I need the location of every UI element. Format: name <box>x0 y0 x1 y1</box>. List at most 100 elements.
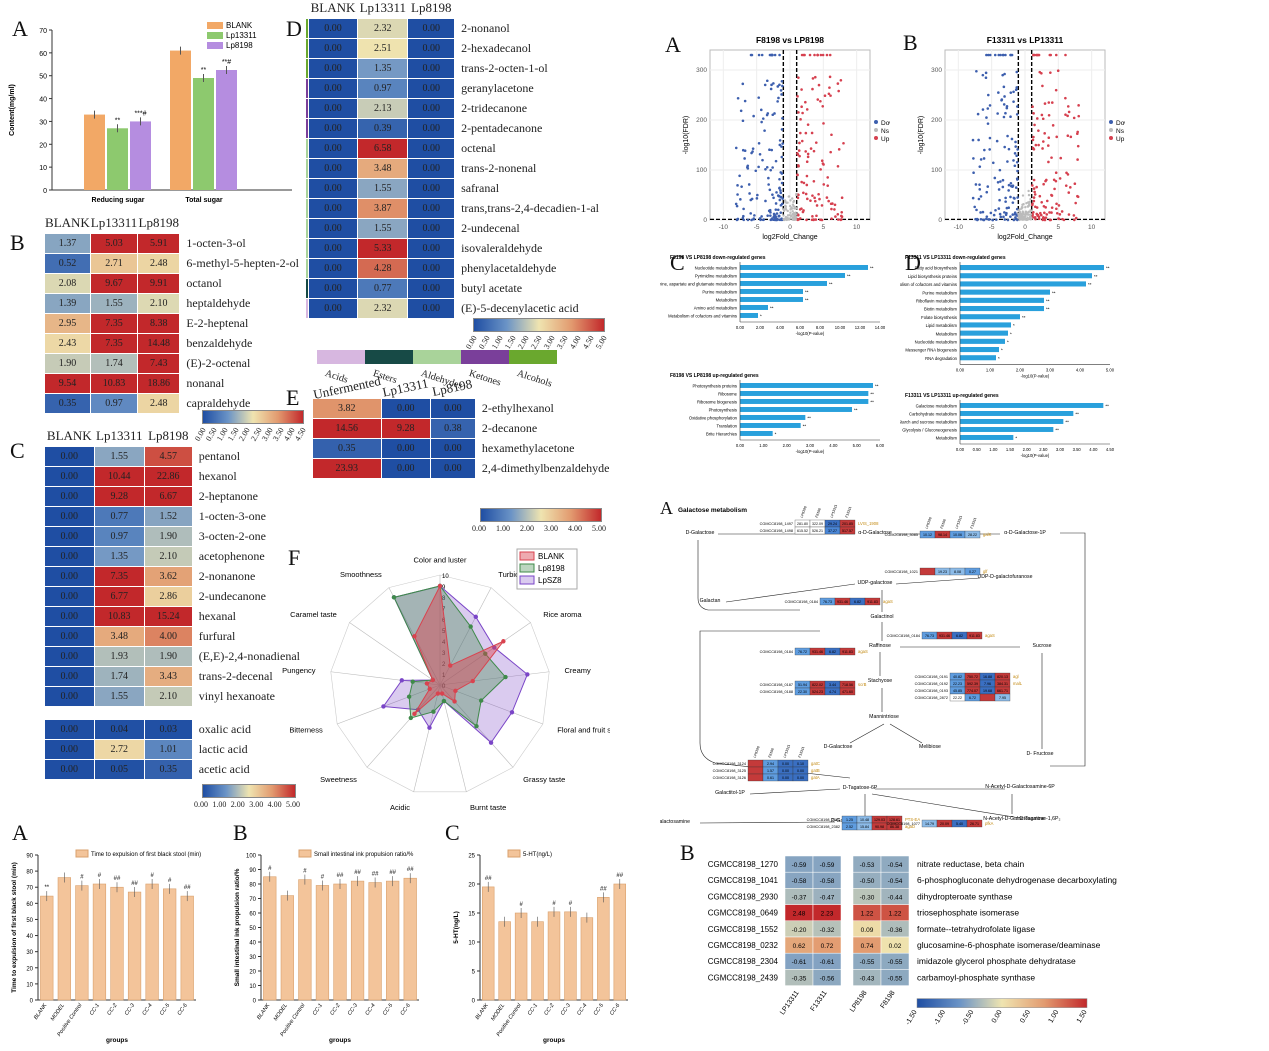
plot-title: F8198 vs LP8198 <box>756 35 824 45</box>
gene-cell <box>964 567 981 576</box>
column-label: F8198 <box>880 990 897 1010</box>
gene-col-head: F8198 <box>815 508 822 519</box>
gene-value: 524.23 <box>812 690 823 694</box>
significance-mark: ** <box>847 274 851 279</box>
pathway-arrow <box>889 723 923 744</box>
heatmap-value: -0.58 <box>792 878 807 885</box>
gene-value: 22.22 <box>953 696 962 700</box>
column-header: BLANK <box>45 215 90 230</box>
pathway-node: Galactitol-1P <box>715 790 745 796</box>
data-point <box>757 141 761 145</box>
legend-label: Lp8198 <box>226 41 253 50</box>
x-tick-label: 0.50 <box>973 447 982 452</box>
data-point <box>1050 156 1053 159</box>
heatmap-cell: 2.08 <box>44 273 91 294</box>
data-point <box>975 217 979 221</box>
data-point <box>984 71 988 75</box>
gene-id: CGMCC8198_0184 <box>887 634 920 638</box>
panel-gc-bar: C 0 5 10 15 20 25 5-HT(ng/L) ## BLANK MODEL # Posit… <box>425 820 640 1046</box>
data-point <box>1076 132 1079 135</box>
heatmap-value: -0.35 <box>792 975 807 982</box>
data-point <box>1054 53 1058 57</box>
gene-name: LVIS_1908 <box>858 521 879 526</box>
bar <box>298 879 312 1001</box>
gene-id: CGMCC8198_2872 <box>915 696 948 700</box>
data-point <box>811 194 814 197</box>
data-point <box>979 218 983 221</box>
heatmap-row: 0.00 1.35 2.10 acetophenone <box>44 546 300 567</box>
color-scale-tick: -1.00 <box>933 1009 947 1026</box>
category-label: Alanine, aspartate and glutamate metabol… <box>660 282 737 287</box>
category-label: Metabolism of cofactors and vitamins <box>900 282 957 287</box>
significance-mark: ***# <box>134 110 146 117</box>
heatmap-value: 0.62 <box>793 943 806 950</box>
data-point <box>1035 206 1039 209</box>
data-point <box>1064 184 1068 187</box>
data-point-ns <box>782 214 785 217</box>
x-tick-label: -5 <box>754 224 760 231</box>
column-header: Lp13311 <box>359 0 407 15</box>
significance-mark: ** <box>1022 315 1026 320</box>
gene-cell <box>966 631 983 640</box>
data-point <box>1004 111 1007 115</box>
data-point <box>1043 218 1047 222</box>
data-point <box>983 148 986 152</box>
bar <box>960 314 1020 320</box>
plot-title: F8198 VS LP8198 up-regulated genes <box>670 373 759 379</box>
data-point <box>1013 213 1017 216</box>
category-label: Photosynthesis proteins <box>693 384 737 389</box>
row-label: 2-hexadecanol <box>454 38 600 59</box>
panel-volcano-b: B -10 -5 0 5 10 0 100 200 300 F13311 vs LP13311 lo… <box>895 20 1133 250</box>
heatmap-value: -0.43 <box>860 975 875 982</box>
data-point <box>998 168 1002 172</box>
y-tick-label: 70 <box>26 886 33 892</box>
heatmap-row: 0.00 6.58 0.00 octenal <box>305 138 600 159</box>
heatmap-cell: 2.43 <box>44 333 91 354</box>
y-tick-label: 25 <box>468 854 475 860</box>
radar-axis-label: Floral and fruit scent <box>557 725 610 734</box>
row-label: (E)-2-octenal <box>179 353 300 374</box>
heatmap-cell: 0.00 <box>407 258 456 279</box>
data-point <box>806 197 809 201</box>
gene-value: 7.95 <box>999 696 1006 700</box>
bar <box>740 289 803 294</box>
significance-mark: # <box>303 869 307 875</box>
data-point <box>1049 218 1053 222</box>
row-label: 2-heptanone <box>192 486 300 507</box>
category-label: Riboflavin metabolism <box>916 299 957 304</box>
data-point <box>1044 206 1047 209</box>
significance-mark: # <box>519 902 523 908</box>
significance-mark: ** <box>1052 290 1056 295</box>
heatmap-cell: 0.00 <box>407 298 456 319</box>
heatmap-cell: 1.74 <box>93 666 145 687</box>
gene-value: 820.13 <box>997 675 1008 679</box>
heatmap-cell: 0.00 <box>307 158 359 179</box>
gene-id: CGMCC8198_2930 <box>708 892 779 901</box>
data-point <box>1066 105 1070 108</box>
x-tick-label: 3.50 <box>1073 447 1082 452</box>
pathway-arrow <box>871 793 1021 819</box>
data-point <box>1014 145 1018 148</box>
data-point-ns <box>1027 204 1030 208</box>
legend-label: BLANK <box>226 21 253 30</box>
bar <box>57 877 71 1001</box>
bar <box>40 895 54 1001</box>
data-point <box>1016 105 1019 108</box>
data-point <box>750 218 753 222</box>
data-point <box>1013 152 1017 155</box>
data-point-ns <box>782 218 786 222</box>
data-point <box>989 211 993 215</box>
y-tick-label: 5 <box>472 970 476 976</box>
heatmap-cell: 1.55 <box>93 446 145 467</box>
radar-point <box>406 694 412 699</box>
data-point <box>1009 115 1012 119</box>
heatmap-cell: 0.00 <box>407 278 456 299</box>
gene-value: 911.83 <box>867 600 878 604</box>
legend-label: Down <box>881 120 890 127</box>
data-point <box>1054 88 1058 92</box>
gene-value: 615.52 <box>797 529 808 533</box>
heatmap-row: 0.00 1.35 0.00 trans-2-octen-1-ol <box>305 58 600 79</box>
data-point <box>816 98 820 101</box>
pathway-title: Galactose metabolism <box>678 507 747 514</box>
bar <box>130 121 151 190</box>
